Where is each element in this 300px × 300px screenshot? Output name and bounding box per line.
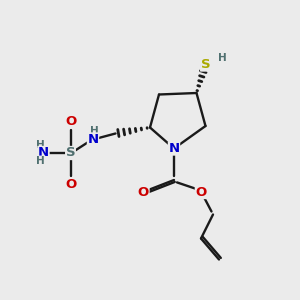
Text: N: N: [38, 146, 49, 160]
Text: H: H: [36, 156, 45, 166]
Text: H: H: [90, 126, 99, 136]
Text: N: N: [87, 133, 99, 146]
Text: H: H: [36, 140, 45, 150]
Text: O: O: [138, 185, 149, 199]
Text: S: S: [66, 146, 75, 160]
Text: N: N: [168, 142, 180, 155]
Text: O: O: [195, 185, 207, 199]
Text: O: O: [65, 178, 76, 191]
Text: O: O: [65, 115, 76, 128]
Text: S: S: [201, 58, 210, 71]
Text: H: H: [218, 53, 226, 63]
